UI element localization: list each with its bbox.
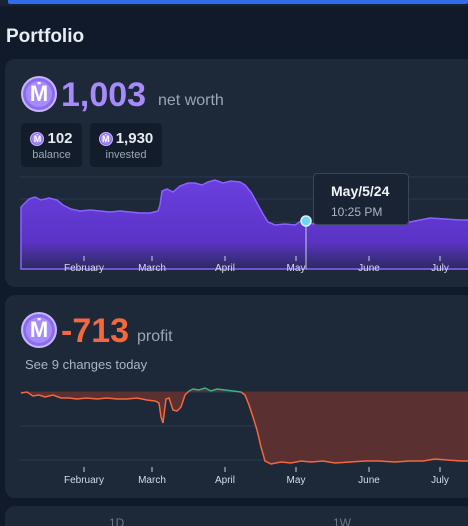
mana-coin-icon: Ṁ [30,131,45,146]
chart-tooltip: May/5/24 10:25 PM [313,173,409,225]
balance-box[interactable]: Ṁ 102 balance [21,123,82,167]
mana-coin-icon: Ṁ [21,312,57,348]
profit-card[interactable]: Ṁ -713 profit See 9 changes today Februa… [5,295,468,498]
changes-today-link[interactable]: See 9 changes today [25,357,148,372]
top-progress-bar [0,0,468,6]
profit-x-tick-label: March [138,475,166,486]
top-progress-fill [8,0,468,4]
balance-value: 102 [47,130,73,147]
balance-label: balance [32,149,71,161]
timeframe-1d[interactable]: 1D [109,516,125,526]
net-worth-chart[interactable]: February March April May June July [5,59,468,287]
net-worth-x-tick-label: July [431,263,449,274]
page-title: Portfolio [6,26,85,47]
profit-gain-segment [188,387,242,393]
net-worth-x-tick-label: May [287,263,306,274]
profit-chart[interactable]: February March April May June July [5,295,468,498]
hover-point [300,215,312,227]
tooltip-date: May/5/24 [331,183,390,199]
profit-loss-area [21,388,468,464]
invested-value: 1,930 [115,130,154,147]
net-worth-value: 1,003 [61,76,147,114]
x-axis-ticks: February March April May June July [64,256,449,274]
x-axis-ticks: February March April May June July [64,467,449,486]
invested-label: invested [105,149,147,161]
net-worth-x-tick-label: April [215,263,235,274]
profit-x-tick-label: February [64,475,104,486]
profit-x-tick-label: June [358,475,380,486]
mana-coin-icon: Ṁ [98,131,113,146]
net-worth-x-tick-label: March [138,263,166,274]
profit-x-tick-label: July [431,475,449,486]
net-worth-label: net worth [158,92,224,109]
net-worth-card[interactable]: Ṁ 1,003 net worth Ṁ 102 balance Ṁ 1,930 in… [5,59,468,287]
net-worth-x-tick-label: February [64,263,104,274]
profit-x-tick-label: May [287,475,306,486]
tooltip-time: 10:25 PM [331,205,383,219]
profit-line [20,390,468,465]
net-worth-x-tick-label: June [358,263,380,274]
invested-box[interactable]: Ṁ 1,930 invested [90,123,162,167]
timeframe-1w[interactable]: 1W [333,516,351,526]
profit-label: profit [137,328,173,345]
mana-coin-icon: Ṁ [21,76,57,112]
profit-value: -713 [61,312,130,350]
timeframe-card: 1D 1W [5,506,468,526]
profit-x-tick-label: April [215,475,235,486]
